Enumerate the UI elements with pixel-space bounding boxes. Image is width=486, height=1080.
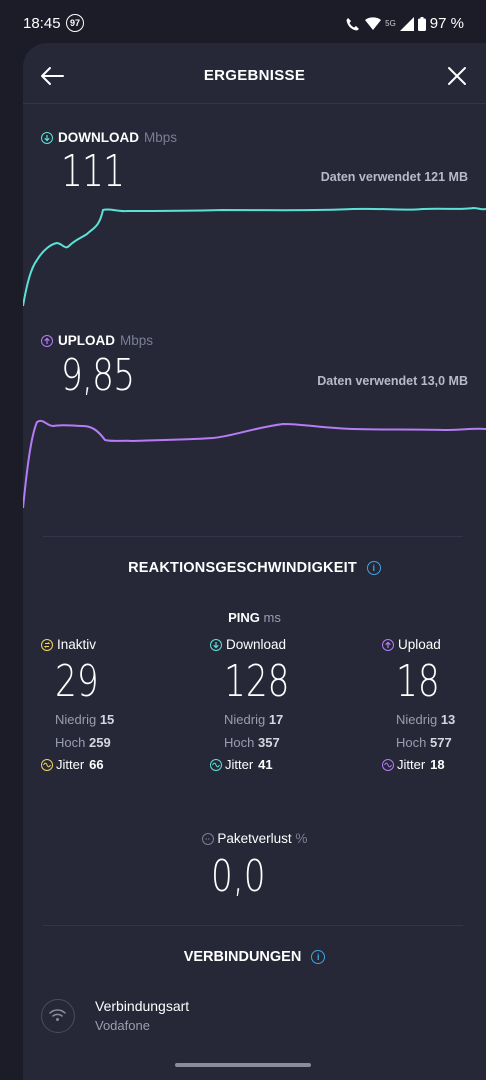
ping-column-upload: Upload 18 Niedrig 13 Hoch 577 Jitter 18 bbox=[382, 637, 486, 772]
upload-value: 9,85 bbox=[61, 350, 135, 401]
upload-ping-icon bbox=[382, 638, 394, 651]
download-ping-high: Hoch 357 bbox=[224, 735, 280, 750]
idle-label: Inaktiv bbox=[57, 637, 97, 652]
jitter-icon bbox=[41, 758, 53, 771]
wifi-icon bbox=[365, 16, 382, 30]
connection-type-value: Vodafone bbox=[95, 1018, 150, 1033]
download-value: 111 bbox=[61, 146, 125, 197]
upload-ping-low: Niedrig 13 bbox=[396, 712, 456, 727]
upload-arrow-icon bbox=[41, 334, 53, 347]
download-ping-low: Niedrig 17 bbox=[224, 712, 284, 727]
download-ping-value: 128 bbox=[224, 656, 290, 707]
download-unit: Mbps bbox=[144, 130, 178, 145]
paketverlust-label: Paketverlust % bbox=[23, 831, 486, 846]
idle-low: Niedrig 15 bbox=[55, 712, 115, 727]
upload-unit: Mbps bbox=[120, 333, 154, 348]
ping-unit: ms bbox=[263, 610, 281, 625]
idle-value: 29 bbox=[55, 656, 99, 707]
connection-type-label: Verbindungsart bbox=[95, 998, 190, 1014]
download-ping-label: Download bbox=[226, 637, 287, 652]
verbindungen-title: VERBINDUNGEN i bbox=[23, 949, 486, 965]
ping-label: PING ms bbox=[23, 610, 486, 625]
call-icon bbox=[346, 17, 360, 30]
home-indicator[interactable] bbox=[175, 1063, 311, 1067]
notification-badge: 97 bbox=[66, 14, 84, 32]
reaktion-title-text: REAKTIONSGESCHWINDIGKEIT bbox=[128, 560, 357, 576]
network-type: 5G bbox=[385, 19, 396, 28]
download-data-used: Daten verwendet 121 MB bbox=[320, 170, 468, 184]
idle-high: Hoch 259 bbox=[55, 735, 111, 750]
ping-column-download: Download 128 Niedrig 17 Hoch 357 Jitter 4… bbox=[210, 637, 330, 772]
status-time: 18:45 bbox=[23, 15, 61, 32]
paketverlust-icon bbox=[201, 833, 214, 846]
upload-graph bbox=[23, 419, 486, 509]
reaktion-title: REAKTIONSGESCHWINDIGKEIT i bbox=[23, 560, 486, 576]
upload-label-text: UPLOAD bbox=[58, 333, 115, 348]
info-icon[interactable]: i bbox=[366, 561, 381, 576]
back-arrow-icon[interactable] bbox=[39, 65, 67, 87]
status-bar: 18:45 97 5G 97 % bbox=[0, 0, 486, 46]
paketverlust-unit: % bbox=[295, 831, 308, 846]
page-title: ERGEBNISSE bbox=[203, 67, 306, 84]
close-icon[interactable] bbox=[446, 65, 468, 87]
header-divider bbox=[23, 103, 486, 104]
upload-ping-high: Hoch 577 bbox=[396, 735, 452, 750]
download-ping-jitter: Jitter 41 bbox=[210, 757, 330, 772]
ping-label-text: PING bbox=[228, 610, 260, 625]
upload-data-used: Daten verwendet 13,0 MB bbox=[317, 374, 468, 388]
upload-label: UPLOAD Mbps bbox=[41, 333, 153, 348]
section-divider-2 bbox=[43, 925, 463, 926]
signal-icon bbox=[399, 16, 414, 31]
idle-jitter: Jitter 66 bbox=[41, 757, 161, 772]
section-divider bbox=[43, 536, 463, 537]
download-arrow-icon bbox=[41, 131, 53, 144]
upload-ping-label: Upload bbox=[398, 637, 441, 652]
info-icon[interactable]: i bbox=[311, 950, 326, 965]
jitter-icon bbox=[382, 758, 394, 771]
download-ping-icon bbox=[210, 638, 222, 651]
wifi-connection-icon bbox=[41, 999, 75, 1033]
verbindungen-title-text: VERBINDUNGEN bbox=[183, 949, 302, 965]
paketverlust-value: 0,0 bbox=[211, 851, 266, 902]
status-icons: 5G 97 % bbox=[345, 15, 464, 32]
paketverlust-label-text: Paketverlust bbox=[217, 831, 292, 846]
idle-icon bbox=[41, 638, 53, 651]
jitter-icon bbox=[210, 758, 222, 771]
battery-icon bbox=[417, 16, 426, 31]
results-sheet: ERGEBNISSE DOWNLOAD Mbps 111 Daten verwe… bbox=[23, 43, 486, 1080]
download-label-text: DOWNLOAD bbox=[58, 130, 139, 145]
download-graph bbox=[23, 206, 486, 307]
battery-percent: 97 % bbox=[429, 15, 464, 32]
download-label: DOWNLOAD Mbps bbox=[41, 130, 177, 145]
upload-ping-jitter: Jitter 18 bbox=[382, 757, 486, 772]
ping-column-idle: Inaktiv 29 Niedrig 15 Hoch 259 Jitter 66 bbox=[41, 637, 161, 772]
upload-ping-value: 18 bbox=[396, 656, 440, 707]
